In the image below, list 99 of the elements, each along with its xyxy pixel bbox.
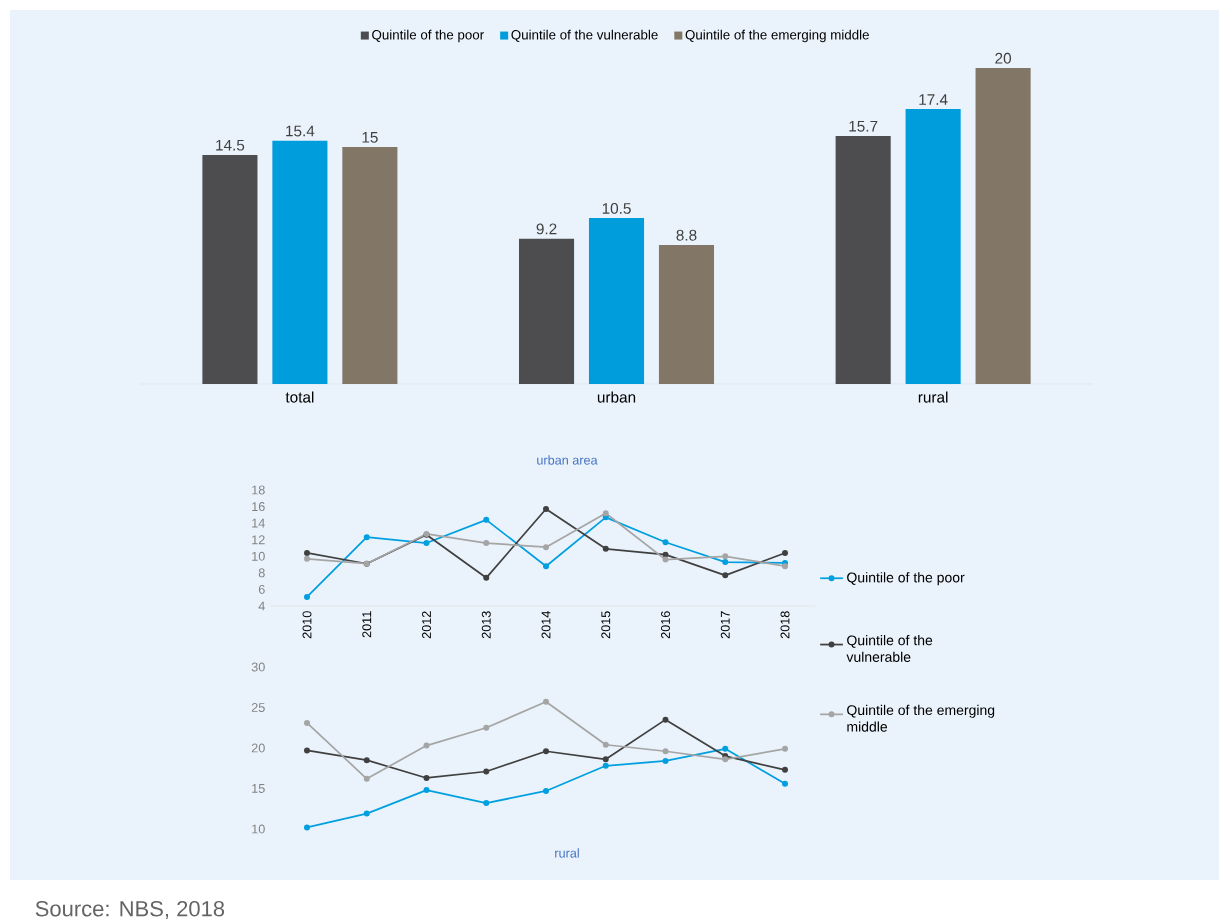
y-tick-label: 12 [252, 535, 265, 545]
point [363, 534, 370, 541]
point [423, 540, 430, 547]
bar [588, 218, 645, 384]
point [363, 775, 370, 782]
point [602, 545, 609, 552]
x-tick-label: rural [918, 391, 948, 403]
point [363, 810, 370, 817]
x-tick-label: 2017 [720, 611, 730, 639]
point [423, 742, 430, 749]
point [722, 572, 729, 579]
point [662, 551, 669, 558]
data-label: 15.7 [849, 120, 878, 132]
point [782, 745, 789, 752]
legend-label: Quintile of the poor [372, 29, 484, 43]
point [304, 747, 311, 754]
x-tick-label: 2015 [601, 611, 611, 639]
data-label: 20 [995, 52, 1012, 64]
point [662, 757, 669, 764]
point [304, 549, 311, 556]
y-tick-label: 10 [252, 824, 265, 834]
bar [342, 146, 398, 384]
point [662, 748, 669, 755]
x-tick-label: 2018 [780, 611, 790, 639]
point [483, 768, 490, 775]
y-tick-label: 16 [252, 502, 265, 512]
legend-label: Quintile of the emerging middle [847, 704, 995, 732]
x-tick-label: 2010 [302, 611, 312, 639]
point [304, 593, 311, 600]
point [782, 766, 789, 773]
x-tick-label: total [285, 391, 314, 403]
point [543, 698, 550, 705]
point [602, 741, 609, 748]
y-tick-label: 15 [252, 784, 265, 793]
source-note: Source: NBS, 2018 [35, 900, 225, 920]
point [602, 510, 609, 517]
point [483, 574, 490, 581]
point [304, 824, 311, 831]
point [543, 787, 550, 794]
data-label: 17.4 [919, 94, 948, 105]
bar [518, 238, 575, 384]
point [602, 514, 609, 521]
y-tick-label: 25 [251, 703, 265, 712]
legend-label: Quintile of the emerging middle [685, 29, 869, 43]
y-tick-label: 18 [252, 485, 265, 495]
point [543, 544, 550, 551]
bar [975, 67, 1031, 384]
legend-label: Quintile of the vulnerable [511, 29, 658, 42]
y-tick-label: 6 [258, 584, 265, 594]
point [602, 756, 609, 763]
chart-title: urban area [537, 455, 598, 465]
point [662, 556, 669, 563]
bar [202, 154, 258, 384]
point [602, 762, 609, 769]
bar [272, 140, 328, 384]
point [782, 780, 789, 787]
point [722, 553, 729, 560]
point [543, 506, 550, 513]
point [722, 745, 729, 752]
x-tick-label: urban [597, 391, 636, 403]
point [543, 748, 550, 755]
point [543, 563, 550, 570]
x-tick-label: 2014 [541, 611, 551, 639]
y-tick-label: 30 [251, 662, 265, 672]
data-label: 9.2 [536, 223, 557, 235]
data-label: 14.5 [216, 139, 245, 151]
point [483, 724, 490, 731]
y-tick-label: 14 [252, 518, 265, 528]
point [304, 719, 311, 726]
point [363, 757, 370, 764]
y-tick-label: 20 [251, 743, 265, 753]
data-label: 8.8 [676, 229, 697, 241]
point [662, 716, 669, 723]
bar [905, 109, 961, 384]
point [782, 549, 789, 556]
x-tick-label: 2013 [481, 611, 491, 639]
y-tick-label: 10 [252, 551, 265, 561]
legend-label: Quintile of the vulnerable [846, 635, 933, 662]
legend-label: Quintile of the poor [847, 572, 965, 586]
x-tick-label: 2011 [362, 611, 372, 638]
point [483, 800, 490, 807]
data-label: 10.5 [602, 202, 631, 214]
bar [835, 135, 891, 384]
bar [658, 244, 715, 384]
point [483, 540, 490, 547]
y-tick-label: 4 [258, 601, 265, 611]
point [483, 516, 490, 523]
data-label: 15.4 [286, 125, 315, 137]
point [304, 555, 311, 562]
point [662, 539, 669, 546]
point [423, 774, 430, 781]
point [423, 787, 430, 794]
point [722, 559, 729, 566]
text: rural [555, 848, 579, 858]
x-tick-label: 2016 [661, 611, 670, 639]
data-label: 15 [362, 132, 378, 143]
point [782, 563, 789, 570]
x-tick-label: 2012 [422, 611, 431, 639]
y-tick-label: 8 [258, 568, 265, 578]
